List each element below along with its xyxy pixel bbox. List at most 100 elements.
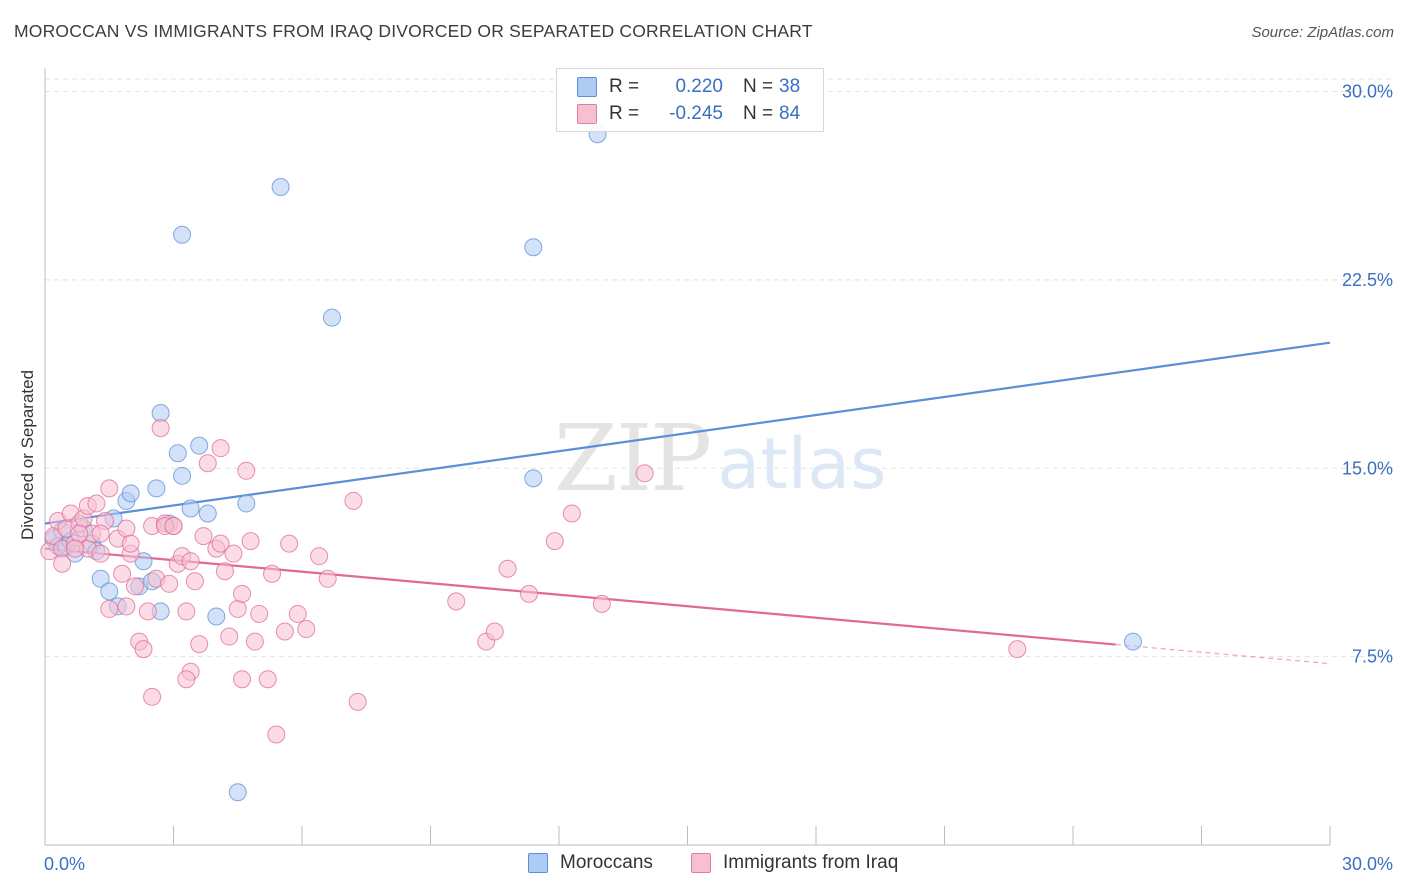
moroccans-trend-line (44, 341, 1331, 525)
iraq-point (211, 439, 230, 458)
iraq-point (70, 524, 89, 543)
iraq-point (100, 599, 119, 618)
iraq-point (215, 562, 234, 581)
iraq-point (224, 544, 243, 563)
iraq-point (545, 532, 564, 551)
y-tick-label: 15.0% (1342, 458, 1393, 478)
iraq-point (185, 572, 204, 591)
moroccans-point (91, 569, 110, 588)
iraq-point (181, 552, 200, 571)
iraq-point (348, 692, 367, 711)
iraq-point (485, 622, 504, 641)
watermark-zip: ZIP (554, 405, 710, 512)
iraq-point (211, 534, 230, 553)
iraq-point (280, 534, 299, 553)
iraq-point (233, 670, 252, 689)
moroccans-point (198, 504, 217, 523)
series-swatch-iraq (691, 853, 711, 873)
iraq-point (177, 602, 196, 621)
legend-n-value: 84 (779, 103, 801, 124)
moroccans-point (524, 469, 543, 488)
legend-r-label: R = (609, 76, 640, 97)
iraq-point (138, 602, 157, 621)
iraq-point (562, 504, 581, 523)
iraq-point (233, 584, 252, 603)
series-legend-moroccans: Moroccans (528, 852, 653, 874)
iraq-point (151, 419, 170, 438)
iraq-point (267, 725, 286, 744)
iraq-point (100, 479, 119, 498)
iraq-point (198, 454, 217, 473)
y-tick-label: 22.5% (1342, 270, 1393, 290)
legend-r-value: -0.245 (669, 103, 723, 124)
iraq-point (635, 464, 654, 483)
iraq-point (498, 559, 517, 578)
iraq-point (190, 635, 209, 654)
iraq-point (318, 569, 337, 588)
moroccans-point (121, 484, 140, 503)
moroccans-point (100, 582, 119, 601)
legend-row-moroccans: R = 0.220 N = 38 (577, 74, 800, 100)
moroccans-point (173, 466, 192, 485)
legend-row-iraq: R = -0.245 N = 84 (577, 101, 800, 127)
series-swatch-moroccans (528, 853, 548, 873)
moroccans-point (271, 177, 290, 196)
iraq-point (91, 524, 110, 543)
legend-swatch-iraq (577, 104, 597, 124)
legend-n-label: N = (743, 76, 774, 97)
iraq-point (53, 554, 72, 573)
moroccans-point (151, 404, 170, 423)
iraq-point (87, 494, 106, 513)
iraq-point (113, 564, 132, 583)
iraq-point (220, 627, 239, 646)
iraq-point (177, 670, 196, 689)
moroccans-point (228, 783, 247, 802)
tick-labels: 7.5% 15.0% 22.5% 30.0% 0.0% 30.0% (44, 82, 1393, 874)
moroccans-point (181, 499, 200, 518)
iraq-point (258, 670, 277, 689)
iraq-point (125, 577, 144, 596)
x-tick-label-min: 0.0% (44, 854, 85, 874)
legend-r-label: R = (609, 103, 640, 124)
iraq-point (520, 584, 539, 603)
watermark-atlas: atlas (717, 423, 886, 505)
iraq-point (134, 640, 153, 659)
iraq-point (65, 539, 84, 558)
moroccans-point (237, 494, 256, 513)
x-tick-label-max: 30.0% (1342, 854, 1393, 874)
iraq-point (263, 564, 282, 583)
iraq-point (592, 594, 611, 613)
moroccans-point (524, 238, 543, 257)
iraq-point (237, 461, 256, 480)
series-legend: Moroccans Immigrants from Iraq (0, 852, 1406, 878)
series-legend-iraq: Immigrants from Iraq (691, 852, 898, 874)
moroccans-point (1123, 632, 1142, 651)
stats-legend: R = 0.220 N = 38 R = -0.245 N = 84 (556, 68, 824, 132)
chart-title: MOROCCAN VS IMMIGRANTS FROM IRAQ DIVORCE… (14, 21, 813, 41)
legend-swatch-moroccans (577, 77, 597, 97)
iraq-point (164, 517, 183, 536)
iraq-point (447, 592, 466, 611)
iraq-point (228, 599, 247, 618)
axes (44, 68, 1331, 846)
iraq-point (117, 519, 136, 538)
iraq-point (275, 622, 294, 641)
iraq-trend-line (44, 547, 1116, 646)
iraq-point (310, 547, 329, 566)
moroccans-point (322, 308, 341, 327)
iraq-point (117, 597, 136, 616)
moroccans-point (207, 607, 226, 626)
iraq-point (143, 687, 162, 706)
series-label-moroccans: Moroccans (560, 852, 653, 873)
iraq-point (1008, 640, 1027, 659)
legend-r-value: 0.220 (675, 76, 723, 97)
moroccans-point (173, 225, 192, 244)
gridlines (45, 78, 1392, 658)
series-label-iraq: Immigrants from Iraq (723, 852, 899, 873)
watermark: ZIP atlas (554, 405, 887, 512)
iraq-point (241, 532, 260, 551)
y-tick-label: 30.0% (1342, 82, 1393, 102)
legend-n-value: 38 (779, 76, 801, 97)
iraq-point (121, 534, 140, 553)
